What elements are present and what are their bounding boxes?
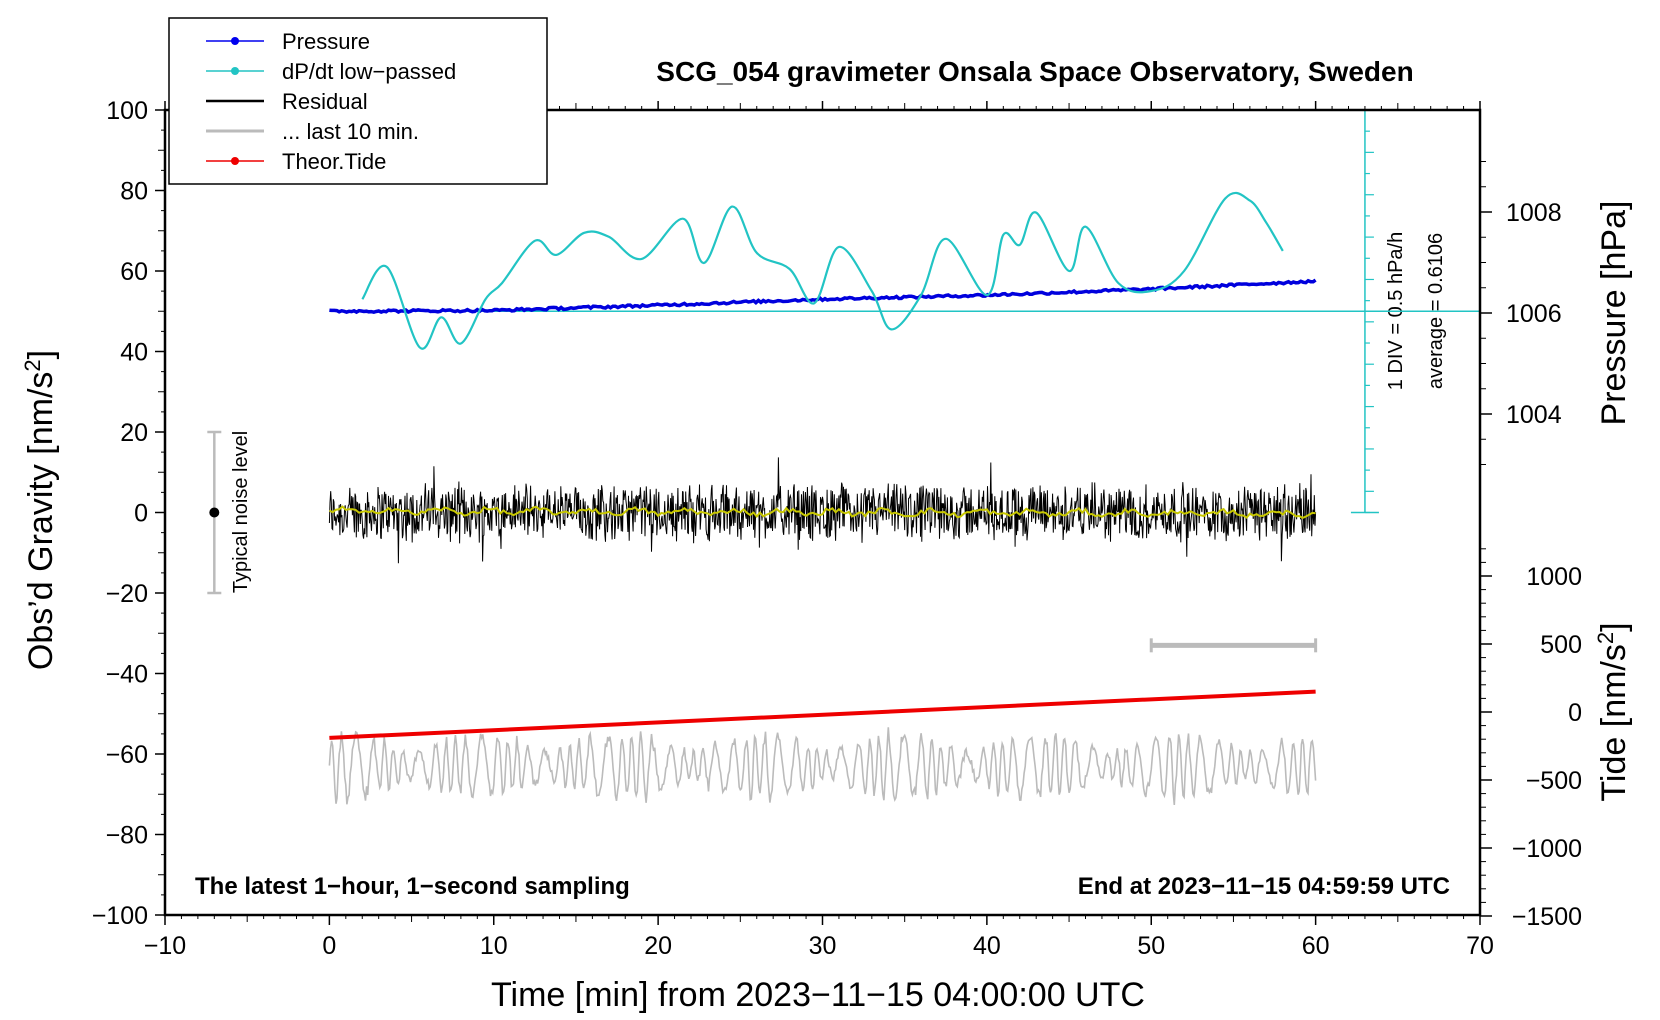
residual-smoothed-line xyxy=(328,505,1316,520)
x-axis-title: Time [min] from 2023−11−15 04:00:00 UTC xyxy=(491,976,1145,1014)
y-axis-title-left-sup: 2 xyxy=(20,359,45,371)
dpdt-line xyxy=(361,191,1284,350)
last-10-min-line xyxy=(328,727,1317,805)
pressure-tick-label: 1004 xyxy=(1506,401,1562,429)
legend-label: dP/dt low−passed xyxy=(282,59,456,84)
y-tick-label: 60 xyxy=(120,258,148,286)
x-tick-label: 60 xyxy=(1302,932,1330,960)
x-tick-label: 20 xyxy=(644,932,672,960)
chart-title: SCG_054 gravimeter Onsala Space Observat… xyxy=(656,56,1413,87)
y-tick-label: 80 xyxy=(120,178,148,206)
legend-label: Pressure xyxy=(282,29,370,54)
x-tick-label: 10 xyxy=(480,932,508,960)
y-tick-label: −40 xyxy=(106,661,148,689)
annotation-bottom-right: End at 2023−11−15 04:59:59 UTC xyxy=(1078,873,1450,900)
y-axis-title-left: Obs’d Gravity [nm/s2] xyxy=(20,350,60,670)
tide-tick-label: −1000 xyxy=(1512,835,1582,863)
legend-label: Residual xyxy=(282,89,368,114)
theor-tide-line xyxy=(329,689,1316,740)
legend-marker xyxy=(231,157,239,165)
y-tick-label: −100 xyxy=(92,902,148,930)
y-tick-label: 100 xyxy=(106,97,148,125)
x-tick-label: 50 xyxy=(1137,932,1165,960)
residual-line xyxy=(328,457,1317,564)
y-axis-title-tide: Tide [nm/s2] xyxy=(1593,622,1633,801)
x-tick-label: 0 xyxy=(322,932,336,960)
x-tick-label: 70 xyxy=(1466,932,1494,960)
tide-tick-label: 0 xyxy=(1568,699,1582,727)
y-axis-title-tide-close: ] xyxy=(1595,622,1633,631)
pressure-tick-label: 1006 xyxy=(1506,300,1562,328)
pressure-line xyxy=(329,278,1317,315)
y-tick-label: 0 xyxy=(134,500,148,528)
tide-tick-label: −1500 xyxy=(1512,903,1582,931)
tide-tick-label: 500 xyxy=(1540,631,1582,659)
noise-bar-center xyxy=(209,507,220,518)
plot-frame xyxy=(163,108,1482,917)
annotation-bottom-left: The latest 1−hour, 1−second sampling xyxy=(195,873,630,900)
y-tick-label: −60 xyxy=(106,741,148,769)
x-tick-label: −10 xyxy=(144,932,186,960)
y-tick-label: 20 xyxy=(120,419,148,447)
tide-tick-label: 1000 xyxy=(1526,563,1582,591)
legend-label: ... last 10 min. xyxy=(282,119,419,144)
x-tick-label: 30 xyxy=(809,932,837,960)
y-tick-label: −20 xyxy=(106,580,148,608)
legend-label: Theor.Tide xyxy=(282,149,386,174)
tide-tick-label: −500 xyxy=(1526,767,1582,795)
x-tick-label: 40 xyxy=(973,932,1001,960)
legend-marker xyxy=(231,37,239,45)
y-tick-label: −80 xyxy=(106,822,148,850)
y-axis-title-tide-sup: 2 xyxy=(1593,632,1618,644)
legend-marker xyxy=(231,67,239,75)
noise-level-label: Typical noise level xyxy=(230,431,252,593)
y-tick-label: 40 xyxy=(120,339,148,367)
pressure-tick-label: 1008 xyxy=(1506,199,1562,227)
y-axis-title-pressure: Pressure [hPa] xyxy=(1595,201,1633,426)
y-axis-title-left-close: ] xyxy=(22,350,60,359)
